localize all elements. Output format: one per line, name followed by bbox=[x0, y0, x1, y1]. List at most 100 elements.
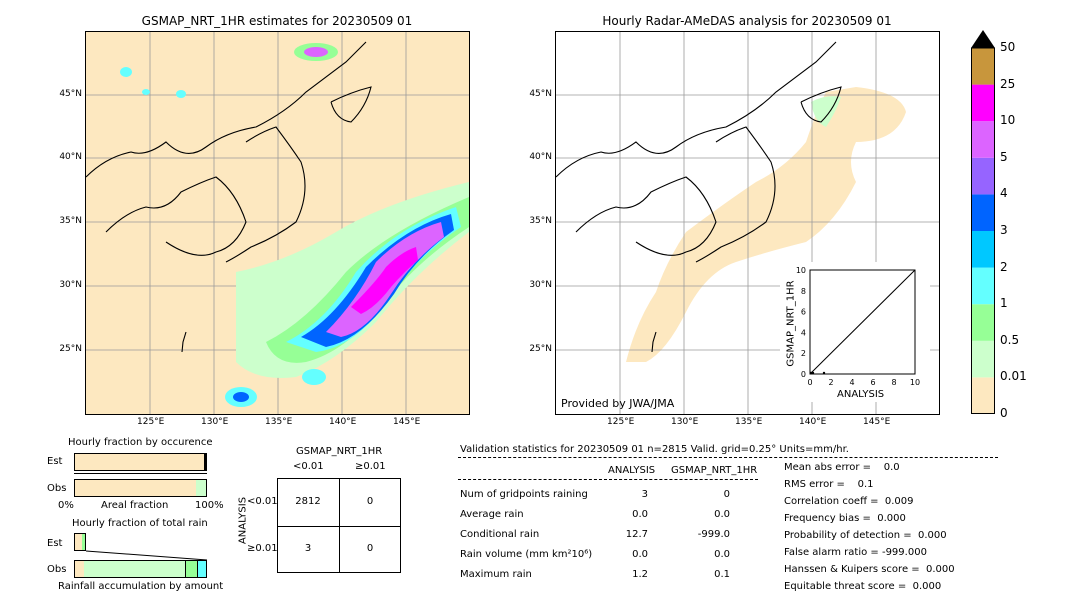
colorbar-frame bbox=[971, 47, 995, 414]
colorbar-segment bbox=[971, 377, 995, 414]
left-lat-label-35: 35°N bbox=[59, 216, 82, 226]
occurrence-title: Hourly fraction by occurence bbox=[68, 437, 213, 448]
rainfall-title: Hourly fraction of total rain bbox=[72, 518, 208, 529]
validation-row-gsmap: 0.0 bbox=[714, 549, 730, 560]
left-map-precip bbox=[120, 43, 469, 407]
scatter-plot: 00 2 2 4 4 6 6 8 8 10 10 bbox=[796, 266, 920, 387]
scatter-ylabel: GSMAP_NRT_1HR bbox=[785, 280, 797, 367]
validation-row-gsmap: 0 bbox=[723, 489, 730, 500]
left-map-canvas bbox=[86, 32, 469, 414]
scatter-x-tick: 6 bbox=[870, 378, 875, 387]
colorbar-segment bbox=[971, 121, 995, 158]
right-lat-label-30: 30°N bbox=[529, 280, 552, 290]
validation-score: Mean abs error = 0.0 bbox=[784, 462, 900, 473]
validation-row-gsmap: 0.1 bbox=[714, 569, 730, 580]
rainfall-connector bbox=[85, 550, 208, 561]
scatter-point bbox=[822, 371, 826, 375]
left-lon-label-125: 125°E bbox=[137, 417, 165, 427]
colorbar-segment bbox=[971, 48, 995, 85]
left-map-coastlines bbox=[86, 41, 372, 353]
validation-row-analysis: 3 bbox=[641, 489, 648, 500]
scatter-y-tick: 4 bbox=[801, 328, 806, 337]
left-lon-label-140: 140°E bbox=[329, 417, 357, 427]
right-lon-label-140: 140°E bbox=[799, 417, 827, 427]
right-lon-label-130: 130°E bbox=[671, 417, 699, 427]
contingency-col1: <0.01 bbox=[293, 461, 324, 472]
contingency-grid bbox=[277, 478, 401, 573]
validation-score: Probability of detection = 0.000 bbox=[784, 530, 947, 541]
validation-score: Hanssen & Kuipers score = 0.000 bbox=[784, 564, 955, 575]
colorbar-label: 10 bbox=[1000, 113, 1016, 128]
occurrence-est-bar bbox=[74, 453, 207, 471]
colorbar-label: 0 bbox=[1000, 406, 1008, 420]
left-lon-label-145: 145°E bbox=[393, 417, 421, 427]
contingency-row2: ≥0.01 bbox=[247, 543, 278, 554]
left-map bbox=[85, 31, 470, 415]
validation-row-analysis: 1.2 bbox=[632, 569, 648, 580]
validation-row-gsmap: 0.0 bbox=[714, 509, 730, 520]
right-lat-label-25: 25°N bbox=[529, 344, 552, 354]
occurrence-x-mid: Areal fraction bbox=[101, 500, 169, 511]
scatter-ticks: 00 2 2 4 4 6 6 8 8 10 10 bbox=[796, 266, 920, 387]
colorbar-label: 3 bbox=[1000, 223, 1008, 237]
contingency-title: GSMAP_NRT_1HR bbox=[296, 446, 383, 457]
validation-score: Correlation coeff = 0.009 bbox=[784, 496, 914, 507]
occurrence-est-label: Est bbox=[47, 456, 63, 467]
colorbar-segment bbox=[971, 84, 995, 122]
colorbar-segment bbox=[971, 231, 995, 268]
colorbar-over-triangle bbox=[971, 30, 995, 48]
colorbar-segment bbox=[971, 304, 995, 341]
validation-row-label: Average rain bbox=[460, 509, 524, 520]
rainfall-obs-label: Obs bbox=[47, 564, 67, 575]
colorbar-label: 0.5 bbox=[1000, 332, 1020, 347]
validation-header: Validation statistics for 20230509 01 n=… bbox=[460, 444, 849, 455]
scatter-point bbox=[811, 371, 815, 375]
scatter-x-tick: 8 bbox=[891, 378, 896, 387]
left-lat-label-45: 45°N bbox=[59, 89, 82, 99]
scatter-x-tick: 4 bbox=[849, 378, 854, 387]
scatter-y-tick: 10 bbox=[796, 266, 806, 275]
colorbar-label: 4 bbox=[1000, 186, 1008, 201]
rainfall-obs-bar bbox=[74, 560, 207, 578]
validation-score: RMS error = 0.1 bbox=[784, 479, 874, 490]
contingency-cell-22: 0 bbox=[366, 543, 374, 554]
right-map-analysis-area bbox=[626, 87, 906, 362]
colorbar-svg bbox=[971, 30, 995, 414]
scatter-x-tick: 2 bbox=[828, 378, 833, 387]
validation-row-analysis: 12.7 bbox=[625, 529, 648, 540]
scatter-x-tick: 0 bbox=[807, 378, 812, 387]
right-map-title: Hourly Radar-AMeDAS analysis for 2023050… bbox=[602, 14, 892, 28]
validation-header-rule bbox=[458, 457, 998, 458]
left-lat-label-30: 30°N bbox=[59, 280, 82, 290]
scatter-y-tick: 6 bbox=[801, 308, 806, 317]
validation-row-label: Maximum rain bbox=[460, 569, 532, 580]
scatter-inset: 0 0 2 2 4 4 6 6 8 8 10 10 bbox=[780, 262, 930, 402]
validation-row-analysis: 0.0 bbox=[632, 509, 648, 520]
colorbar-segment bbox=[971, 340, 995, 378]
validation-col-gsmap: GSMAP_NRT_1HR bbox=[671, 465, 758, 476]
rainfall-xlabel: Rainfall accumulation by amount bbox=[58, 581, 224, 592]
left-lon-label-135: 135°E bbox=[265, 417, 293, 427]
validation-row-gsmap: -999.0 bbox=[697, 529, 730, 540]
occurrence-obs-bar bbox=[74, 479, 207, 497]
right-lat-label-40: 40°N bbox=[529, 152, 552, 162]
scatter-diagonal bbox=[809, 269, 916, 375]
rainfall-est-bar bbox=[74, 533, 86, 551]
validation-row-label: Rain volume (mm km²10⁶) bbox=[460, 549, 593, 560]
scatter-y-tick: 2 bbox=[801, 349, 806, 358]
scatter-y-tick: 0 bbox=[801, 370, 806, 379]
colorbar-segment bbox=[971, 157, 995, 195]
colorbar-label: 0.01 bbox=[1000, 369, 1027, 384]
colorbar-label: 2 bbox=[1000, 259, 1008, 274]
contingency-col2: ≥0.01 bbox=[355, 461, 386, 472]
validation-col-analysis: ANALYSIS bbox=[608, 465, 656, 476]
colorbar-label: 50 bbox=[1000, 40, 1016, 54]
scatter-point bbox=[809, 371, 813, 375]
scatter-y-tick: 8 bbox=[801, 287, 806, 296]
right-lon-label-135: 135°E bbox=[735, 417, 763, 427]
validation-score: Equitable threat score = 0.000 bbox=[784, 581, 942, 592]
validation-score: False alarm ratio = -999.000 bbox=[784, 547, 927, 558]
colorbar-segment bbox=[971, 267, 995, 305]
validation-row-analysis: 0.0 bbox=[632, 549, 648, 560]
scatter-xlabel: ANALYSIS bbox=[837, 389, 885, 400]
